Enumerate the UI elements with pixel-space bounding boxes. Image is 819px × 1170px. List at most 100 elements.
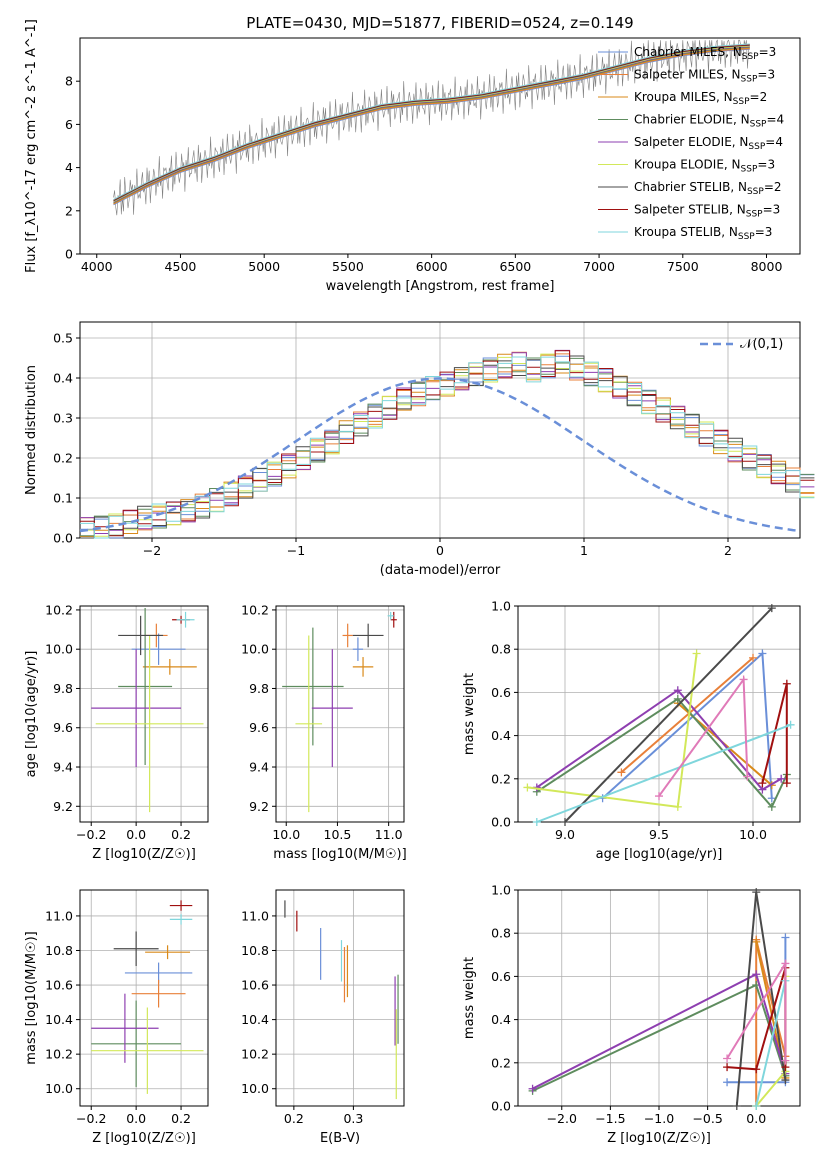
weight-marker bbox=[673, 694, 682, 703]
weight-line bbox=[755, 980, 787, 1107]
panel-weight-vs-Z: −2.0 −1.5 −1.0 −0.5 0.0 0.0 0.2 0.4 0.6 0.8 1.0 Z [… bbox=[462, 883, 801, 1146]
y-tick-label: 10.8 bbox=[45, 943, 73, 958]
legend-entry: Kroupa MILES, NSSP=2 bbox=[634, 90, 767, 107]
normal-curve bbox=[79, 377, 801, 533]
histogram-step bbox=[80, 353, 815, 537]
weight-marker bbox=[723, 1063, 732, 1072]
x-tick-label: −1 bbox=[287, 543, 305, 558]
x-axis-label: Z [log10(Z/Z☉)] bbox=[92, 1131, 196, 1146]
y-tick-label: 0.4 bbox=[491, 728, 511, 743]
y-tick-label: 10.6 bbox=[241, 978, 269, 993]
weight-marker bbox=[758, 779, 767, 788]
axes-frame bbox=[517, 605, 801, 823]
legend-entry: 𝒩(0,1) bbox=[740, 337, 783, 352]
legend-entry: Chabrier ELODIE, NSSP=4 bbox=[634, 113, 784, 130]
histogram-step bbox=[80, 349, 815, 534]
weight-line bbox=[620, 657, 754, 774]
axes-frame bbox=[79, 605, 209, 823]
x-tick-label: 2 bbox=[724, 543, 732, 558]
weight-marker bbox=[673, 802, 682, 811]
x-tick-label: 9.5 bbox=[649, 827, 669, 842]
y-tick-label: 1.0 bbox=[491, 599, 511, 614]
axes-frame bbox=[79, 321, 801, 539]
histogram-step bbox=[80, 353, 815, 537]
legend-entry: Kroupa ELODIE, NSSP=3 bbox=[634, 158, 775, 175]
y-tick-label: 1.0 bbox=[491, 883, 511, 898]
weight-marker bbox=[655, 792, 663, 801]
panel-residuals: −2 −1 0 1 2 0.0 0.1 0.2 0.3 0.4 0.5 (data-model)/er… bbox=[24, 321, 815, 578]
weight-marker bbox=[561, 818, 569, 826]
y-axis-label: mass weight bbox=[462, 673, 477, 755]
y-tick-label: 0.3 bbox=[53, 411, 73, 426]
y-tick-label: 0.8 bbox=[491, 642, 511, 657]
weight-marker bbox=[523, 783, 532, 792]
weight-marker bbox=[752, 937, 761, 946]
y-axis-label: Normed distribution bbox=[24, 365, 39, 495]
legend-entry: Kroupa STELIB, NSSP=3 bbox=[634, 225, 772, 242]
y-tick-label: 0 bbox=[65, 247, 73, 262]
panel-mass-vs-Z: −0.2 0.0 0.2 10.0 10.2 10.4 10.6 10.8 11.0 Z [log… bbox=[24, 889, 209, 1146]
x-tick-label: 7000 bbox=[583, 259, 615, 274]
weight-marker bbox=[752, 970, 761, 979]
weight-marker bbox=[767, 604, 776, 613]
weight-marker bbox=[767, 794, 776, 803]
weight-line bbox=[536, 688, 782, 791]
axes-frame bbox=[275, 889, 405, 1107]
y-tick-label: 8 bbox=[65, 74, 73, 89]
weight-marker bbox=[786, 720, 795, 729]
x-axis-label: E(B-V) bbox=[320, 1131, 360, 1146]
y-tick-label: 10.0 bbox=[45, 1081, 73, 1096]
histogram-step bbox=[80, 356, 815, 539]
weight-marker bbox=[781, 959, 790, 968]
y-tick-label: 0.1 bbox=[53, 491, 73, 506]
weight-marker bbox=[752, 1065, 761, 1074]
panel-spectrum: 4000 4500 5000 5500 6000 6500 7000 7500 8000 0 2 4 6… bbox=[24, 19, 801, 294]
panels: 4000 4500 5000 5500 6000 6500 7000 7500 8000 0 2 4 6… bbox=[24, 19, 815, 1146]
weight-marker bbox=[752, 1102, 761, 1110]
weight-marker bbox=[723, 1054, 732, 1063]
weight-marker bbox=[732, 1102, 741, 1110]
y-tick-label: 10.2 bbox=[241, 602, 269, 617]
weight-marker bbox=[743, 772, 752, 781]
y-tick-label: 10.0 bbox=[241, 642, 269, 657]
x-axis-label: wavelength [Angstrom, rest frame] bbox=[326, 279, 555, 294]
histogram-step bbox=[80, 350, 815, 537]
x-tick-label: 7500 bbox=[667, 259, 699, 274]
y-tick-label: 9.8 bbox=[53, 681, 73, 696]
spectrum-model-line bbox=[113, 48, 750, 206]
x-tick-label: 4500 bbox=[165, 259, 197, 274]
x-tick-label: −1.5 bbox=[595, 1111, 625, 1126]
x-tick-label: 1 bbox=[580, 543, 588, 558]
axes-frame bbox=[79, 889, 209, 1107]
weight-marker bbox=[782, 779, 791, 788]
x-tick-label: −1.0 bbox=[644, 1111, 674, 1126]
weight-marker bbox=[617, 768, 626, 777]
y-tick-label: 10.2 bbox=[241, 1047, 269, 1062]
spectrum-model-line bbox=[113, 44, 750, 201]
x-tick-label: 11.0 bbox=[375, 827, 403, 842]
x-tick-label: 0.0 bbox=[126, 1111, 146, 1126]
weight-line bbox=[564, 607, 773, 823]
y-tick-label: 10.6 bbox=[45, 978, 73, 993]
weight-marker bbox=[752, 888, 761, 897]
y-tick-label: 0.0 bbox=[491, 815, 511, 830]
histogram-step bbox=[80, 355, 815, 539]
y-tick-label: 0.0 bbox=[53, 531, 73, 546]
y-axis-label: mass [log10(M/M☉)] bbox=[24, 931, 39, 1064]
y-tick-label: 0.2 bbox=[491, 771, 511, 786]
x-tick-label: 10.0 bbox=[272, 827, 300, 842]
x-tick-label: −0.2 bbox=[76, 827, 106, 842]
y-tick-label: 0.6 bbox=[491, 685, 511, 700]
y-tick-label: 0.5 bbox=[53, 331, 73, 346]
x-tick-label: −0.5 bbox=[692, 1111, 722, 1126]
y-tick-label: 10.0 bbox=[241, 1081, 269, 1096]
x-tick-label: 9.0 bbox=[555, 827, 575, 842]
y-tick-label: 10.2 bbox=[45, 602, 73, 617]
y-tick-label: 0.2 bbox=[53, 451, 73, 466]
x-axis-label: age [log10(age/yr)] bbox=[596, 847, 723, 862]
y-tick-label: 0.0 bbox=[491, 1099, 511, 1114]
y-tick-label: 10.8 bbox=[241, 943, 269, 958]
weight-marker bbox=[767, 802, 776, 811]
weight-marker bbox=[692, 649, 701, 658]
axes-frame bbox=[275, 605, 405, 823]
